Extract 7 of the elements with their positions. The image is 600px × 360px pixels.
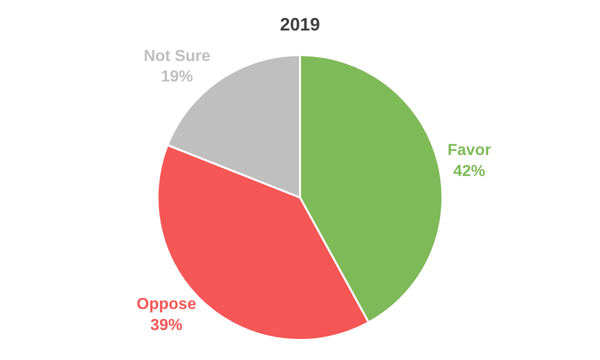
slice-label: Favor xyxy=(447,142,492,159)
chart-title: 2019 xyxy=(280,14,320,35)
data-label: 19% xyxy=(161,68,194,86)
data-label: 39% xyxy=(150,316,182,334)
slice-label: Oppose xyxy=(136,296,196,314)
data-label: 42% xyxy=(453,162,486,180)
slice-label: Not Sure xyxy=(144,48,210,65)
